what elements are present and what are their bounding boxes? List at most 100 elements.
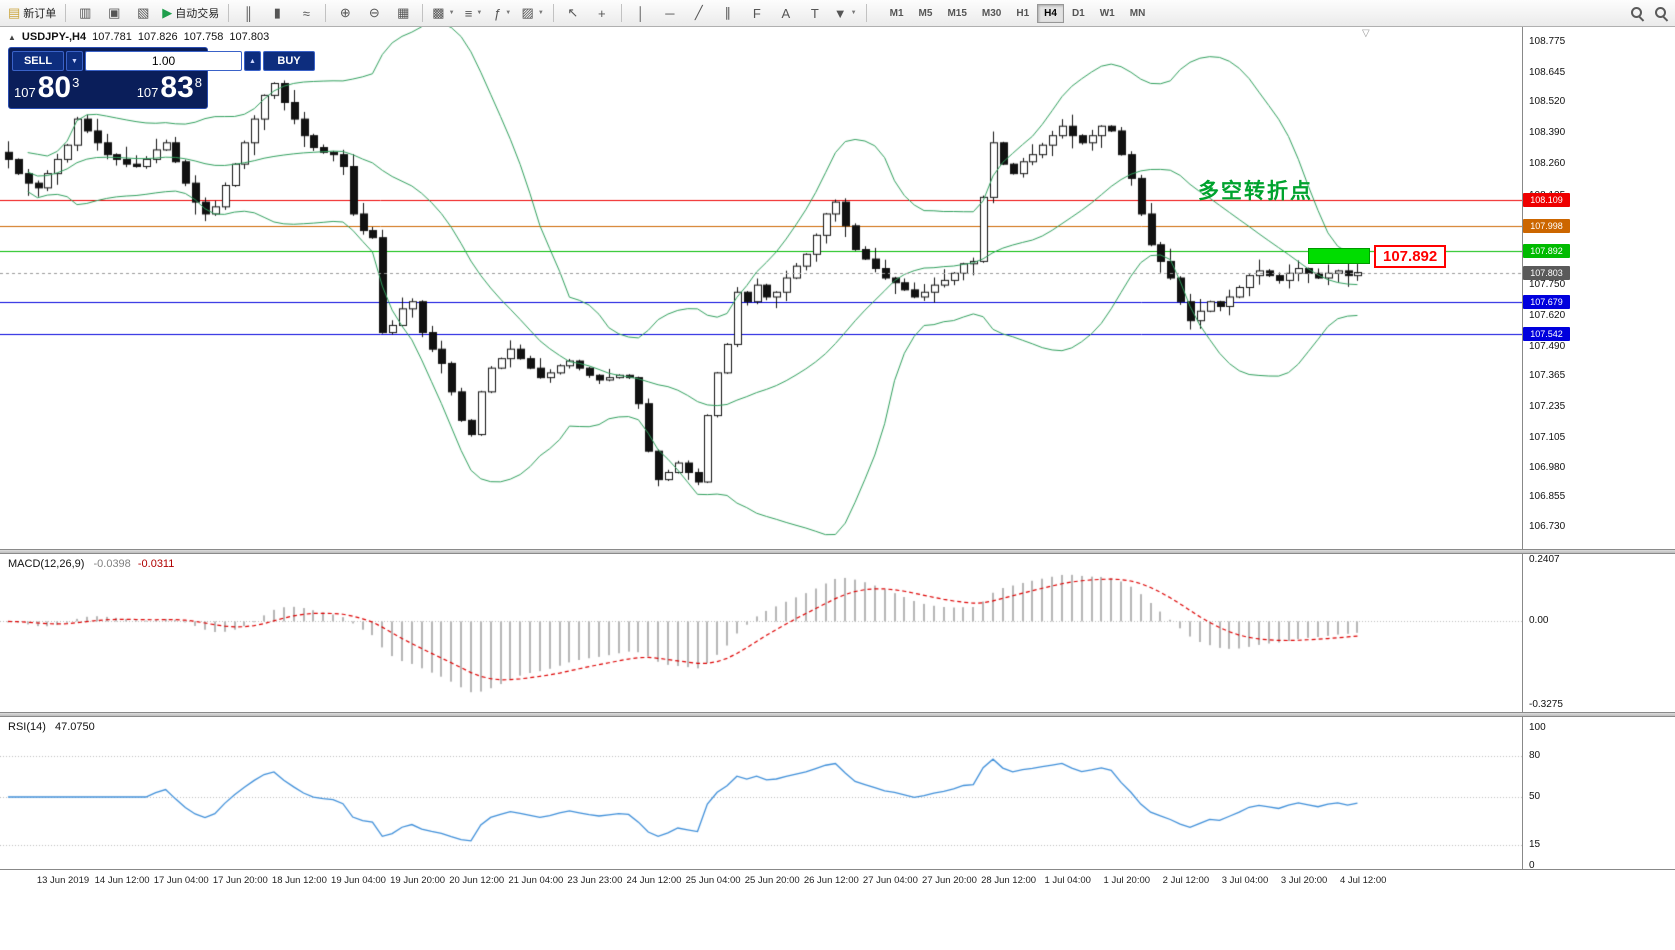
- chart-high-value: 107.826: [137, 31, 178, 43]
- indicators-button[interactable]: ƒ ▼: [489, 1, 517, 25]
- timeframe-m15-button[interactable]: M15: [947, 7, 967, 19]
- hline-price-label: 107.998: [1523, 219, 1570, 234]
- macd-main-value: -0.0398: [93, 558, 131, 570]
- indicators-icon: ƒ: [493, 5, 502, 21]
- hline-price-label: 107.892: [1523, 244, 1570, 259]
- panel-splitter[interactable]: [0, 549, 1675, 554]
- time-axis[interactable]: 13 Jun 2019 14 Jun 12:00 17 Jun 04:00 17 Ju…: [0, 869, 1675, 891]
- highlight-rectangle-object[interactable]: [1308, 248, 1370, 264]
- toolbar-right: [1629, 2, 1669, 24]
- bar-chart-button[interactable]: ║: [234, 1, 262, 25]
- timeframe-h1-button[interactable]: H1: [1016, 7, 1030, 19]
- symbol-search-icon[interactable]: [1629, 5, 1645, 21]
- toolbar-separator: [422, 4, 424, 22]
- zoom-out-button[interactable]: ⊖: [360, 1, 388, 25]
- autotrading-button[interactable]: ▶ 自动交易: [158, 1, 223, 25]
- price-scale-tick: 107.750: [1529, 279, 1566, 291]
- chart-shift-marker-icon[interactable]: ▽: [1362, 28, 1370, 39]
- candlestick-chart-button[interactable]: ▮: [263, 1, 291, 25]
- label-tool-button[interactable]: T: [801, 1, 829, 25]
- arrows-tool-button[interactable]: ▼ ▼: [830, 1, 861, 25]
- trendline-icon: ╱: [694, 5, 703, 20]
- buy-price-sup: 8: [194, 75, 202, 90]
- buy-button[interactable]: BUY: [263, 51, 315, 71]
- global-search-icon[interactable]: [1653, 5, 1669, 21]
- buy-price-prefix: 107: [136, 85, 159, 100]
- time-axis-label: 24 Jun 12:00: [626, 875, 682, 886]
- text-tool-button[interactable]: A: [772, 1, 800, 25]
- price-callout-box[interactable]: 107.892: [1374, 245, 1447, 268]
- new-order-button[interactable]: ▤ 新订单: [4, 1, 60, 25]
- data-window-button[interactable]: ▣: [100, 1, 128, 25]
- channel-button[interactable]: ∥: [714, 1, 742, 25]
- timeframe-m1-button[interactable]: M1: [889, 7, 904, 19]
- chart-symbol-label: USDJPY-,H4: [21, 31, 87, 43]
- volume-decrease-button[interactable]: ▼: [66, 51, 83, 71]
- line-chart-icon: ≈: [302, 5, 310, 21]
- price-scale-tick: 108.390: [1529, 127, 1566, 139]
- macd-scale-tick: 0.2407: [1529, 554, 1560, 565]
- templates-button[interactable]: ▨ ▼: [518, 1, 548, 25]
- volume-input[interactable]: [85, 51, 242, 71]
- autotrading-button-label: 自动交易: [175, 8, 220, 20]
- time-axis-label: 19 Jun 04:00: [331, 875, 386, 886]
- rsi-label: RSI(14) 47.0750: [8, 721, 95, 733]
- zoom-out-icon: ⊖: [368, 5, 380, 20]
- timeframe-h4-button[interactable]: H4: [1037, 3, 1064, 23]
- timeframe-d1-button[interactable]: D1: [1071, 7, 1085, 19]
- collapse-trade-panel-icon[interactable]: ▲: [8, 32, 16, 42]
- chart-text-annotation[interactable]: 多空转折点: [1198, 180, 1313, 203]
- time-axis-label: 18 Jun 12:00: [271, 875, 327, 886]
- hline-price-label: 107.679: [1523, 294, 1570, 309]
- sell-price[interactable]: 107 80 3: [14, 72, 79, 104]
- timeframe-m30-button[interactable]: M30: [981, 7, 1002, 19]
- price-scale-tick: 106.980: [1529, 461, 1566, 473]
- price-scale-tick: 107.235: [1529, 401, 1566, 413]
- market-watch-button[interactable]: ▥: [71, 1, 99, 25]
- time-axis-label: 23 Jun 23:00: [567, 875, 623, 886]
- time-axis-label: 17 Jun 20:00: [212, 875, 268, 886]
- navigator-button[interactable]: ▧: [129, 1, 157, 25]
- hline-price-label: 107.542: [1523, 327, 1570, 342]
- horizontal-line-button[interactable]: ─: [656, 1, 684, 25]
- crosshair-button[interactable]: +: [588, 1, 616, 25]
- fibonacci-icon: F: [752, 5, 761, 21]
- dropdown-caret-icon: ▼: [476, 10, 483, 16]
- rsi-indicator-canvas[interactable]: [0, 717, 1522, 869]
- time-axis-label: 13 Jun 2019: [36, 875, 90, 886]
- cursor-button[interactable]: ↖: [559, 1, 587, 25]
- grid-button[interactable]: ▦: [389, 1, 417, 25]
- vertical-line-button[interactable]: │: [627, 1, 655, 25]
- sell-price-big: 80: [37, 71, 72, 104]
- timeframe-mn-button[interactable]: MN: [1129, 7, 1146, 19]
- zoom-in-button[interactable]: ⊕: [331, 1, 359, 25]
- profiles-button[interactable]: ≡ ▼: [460, 1, 488, 25]
- price-scale[interactable]: [1522, 27, 1675, 869]
- panel-splitter[interactable]: [0, 712, 1675, 717]
- profiles-icon: ≡: [464, 5, 473, 21]
- trendline-button[interactable]: ╱: [685, 1, 713, 25]
- rsi-scale-tick: 100: [1529, 722, 1546, 733]
- timeframe-w1-button[interactable]: W1: [1099, 7, 1115, 19]
- sell-button[interactable]: SELL: [12, 51, 64, 71]
- buy-price[interactable]: 107 83 8: [137, 72, 202, 104]
- new-chart-icon: ▩: [432, 5, 445, 20]
- rsi-scale-tick: 15: [1529, 839, 1541, 851]
- one-click-trade-panel: SELL ▼ ▲ BUY 107 80 3 107 83 8: [8, 47, 315, 109]
- volume-increase-button[interactable]: ▲: [244, 51, 261, 71]
- time-axis-label: 25 Jun 04:00: [685, 875, 741, 886]
- zoom-in-icon: ⊕: [339, 5, 351, 20]
- timeframe-m5-button[interactable]: M5: [918, 7, 933, 19]
- main-chart-canvas[interactable]: [0, 27, 1522, 549]
- toolbar-separator: [552, 4, 554, 22]
- buy-price-big: 83: [160, 71, 194, 104]
- rsi-scale-tick: 0: [1529, 860, 1535, 871]
- data-window-icon: ▣: [108, 5, 121, 20]
- price-scale-tick: 108.775: [1529, 36, 1566, 47]
- dropdown-caret-icon: ▼: [448, 10, 455, 16]
- macd-indicator-canvas[interactable]: [0, 554, 1522, 712]
- fibonacci-button[interactable]: F: [743, 1, 771, 25]
- line-chart-button[interactable]: ≈: [292, 1, 320, 25]
- vertical-line-icon: │: [636, 5, 645, 21]
- new-chart-button[interactable]: ▩ ▼: [428, 1, 458, 25]
